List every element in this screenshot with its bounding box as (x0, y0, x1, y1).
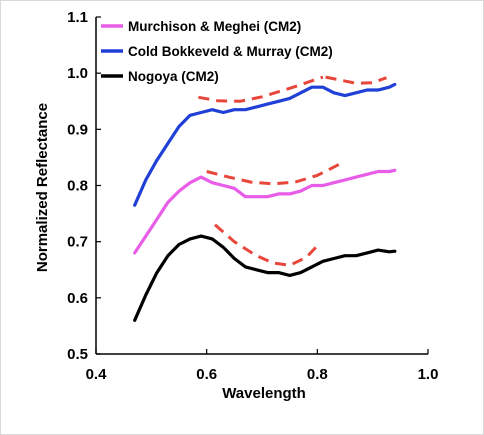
fit-curve-2 (206, 162, 341, 186)
legend-label: Nogoya (CM2) (128, 69, 219, 84)
series-lines (133, 82, 397, 322)
x-tick-label: 0.4 (86, 366, 108, 383)
x-tick-label: 0.8 (307, 366, 328, 383)
fit-curve-0 (198, 75, 324, 103)
fit-curve-1 (325, 75, 388, 85)
legend-label: Cold Bokkeveld & Murray (CM2) (128, 44, 333, 59)
fit-curve-3 (214, 223, 322, 267)
y-tick-label: 0.6 (67, 290, 88, 307)
tick-labels: 0.5 0.6 0.7 0.8 0.9 1.0 1.1 0.4 0.6 0.8 1.0 (67, 9, 438, 383)
x-tick-label: 1.0 (418, 366, 439, 383)
legend-label: Murchison & Meghei (CM2) (128, 19, 301, 34)
y-tick-label: 0.7 (67, 234, 88, 251)
y-tick-label: 1.1 (67, 9, 88, 26)
legend: Murchison & Meghei (CM2) Cold Bokkeveld &… (101, 19, 333, 84)
y-tick-label: 0.8 (67, 178, 88, 195)
y-axis-label: Normalized Reflectance (34, 103, 51, 272)
y-tick-label: 0.5 (67, 346, 88, 363)
y-tick-label: 1.0 (67, 65, 88, 82)
series-line-1 (133, 82, 397, 207)
series-line-2 (133, 234, 397, 322)
chart-axes (95, 16, 429, 355)
series-line-0 (133, 168, 397, 255)
y-tick-label: 0.9 (67, 121, 88, 138)
x-tick-label: 0.6 (196, 366, 217, 383)
x-axis-label: Wavelength (222, 385, 306, 402)
fit-curves (198, 75, 388, 267)
